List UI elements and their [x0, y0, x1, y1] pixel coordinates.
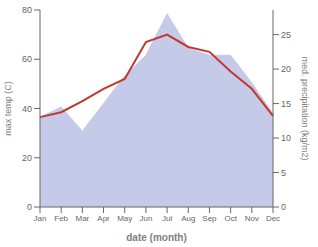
svg-text:20: 20 [281, 64, 291, 74]
svg-text:25: 25 [281, 30, 291, 40]
svg-text:Sep: Sep [202, 214, 217, 223]
svg-text:Oct: Oct [224, 214, 237, 223]
svg-text:Jun: Jun [139, 214, 152, 223]
svg-text:Aug: Aug [181, 214, 195, 223]
svg-text:60: 60 [22, 54, 32, 64]
svg-text:Nov: Nov [245, 214, 259, 223]
svg-text:date (month): date (month) [126, 232, 187, 243]
svg-text:Dec: Dec [266, 214, 280, 223]
svg-text:10: 10 [281, 133, 291, 143]
svg-text:Jan: Jan [34, 214, 47, 223]
svg-text:Feb: Feb [54, 214, 68, 223]
svg-text:15: 15 [281, 99, 291, 109]
svg-text:20: 20 [22, 153, 32, 163]
svg-text:Mar: Mar [75, 214, 89, 223]
svg-text:May: May [117, 214, 132, 223]
svg-text:Jul: Jul [162, 214, 172, 223]
svg-text:0: 0 [281, 202, 286, 212]
svg-text:med. precipitation (kg/m2): med. precipitation (kg/m2) [300, 56, 310, 160]
svg-text:40: 40 [22, 104, 32, 114]
svg-text:Apr: Apr [97, 214, 110, 223]
svg-text:0: 0 [27, 202, 32, 212]
svg-text:80: 80 [22, 5, 32, 15]
svg-text:5: 5 [281, 168, 286, 178]
svg-text:max temp (C): max temp (C) [8, 81, 13, 136]
